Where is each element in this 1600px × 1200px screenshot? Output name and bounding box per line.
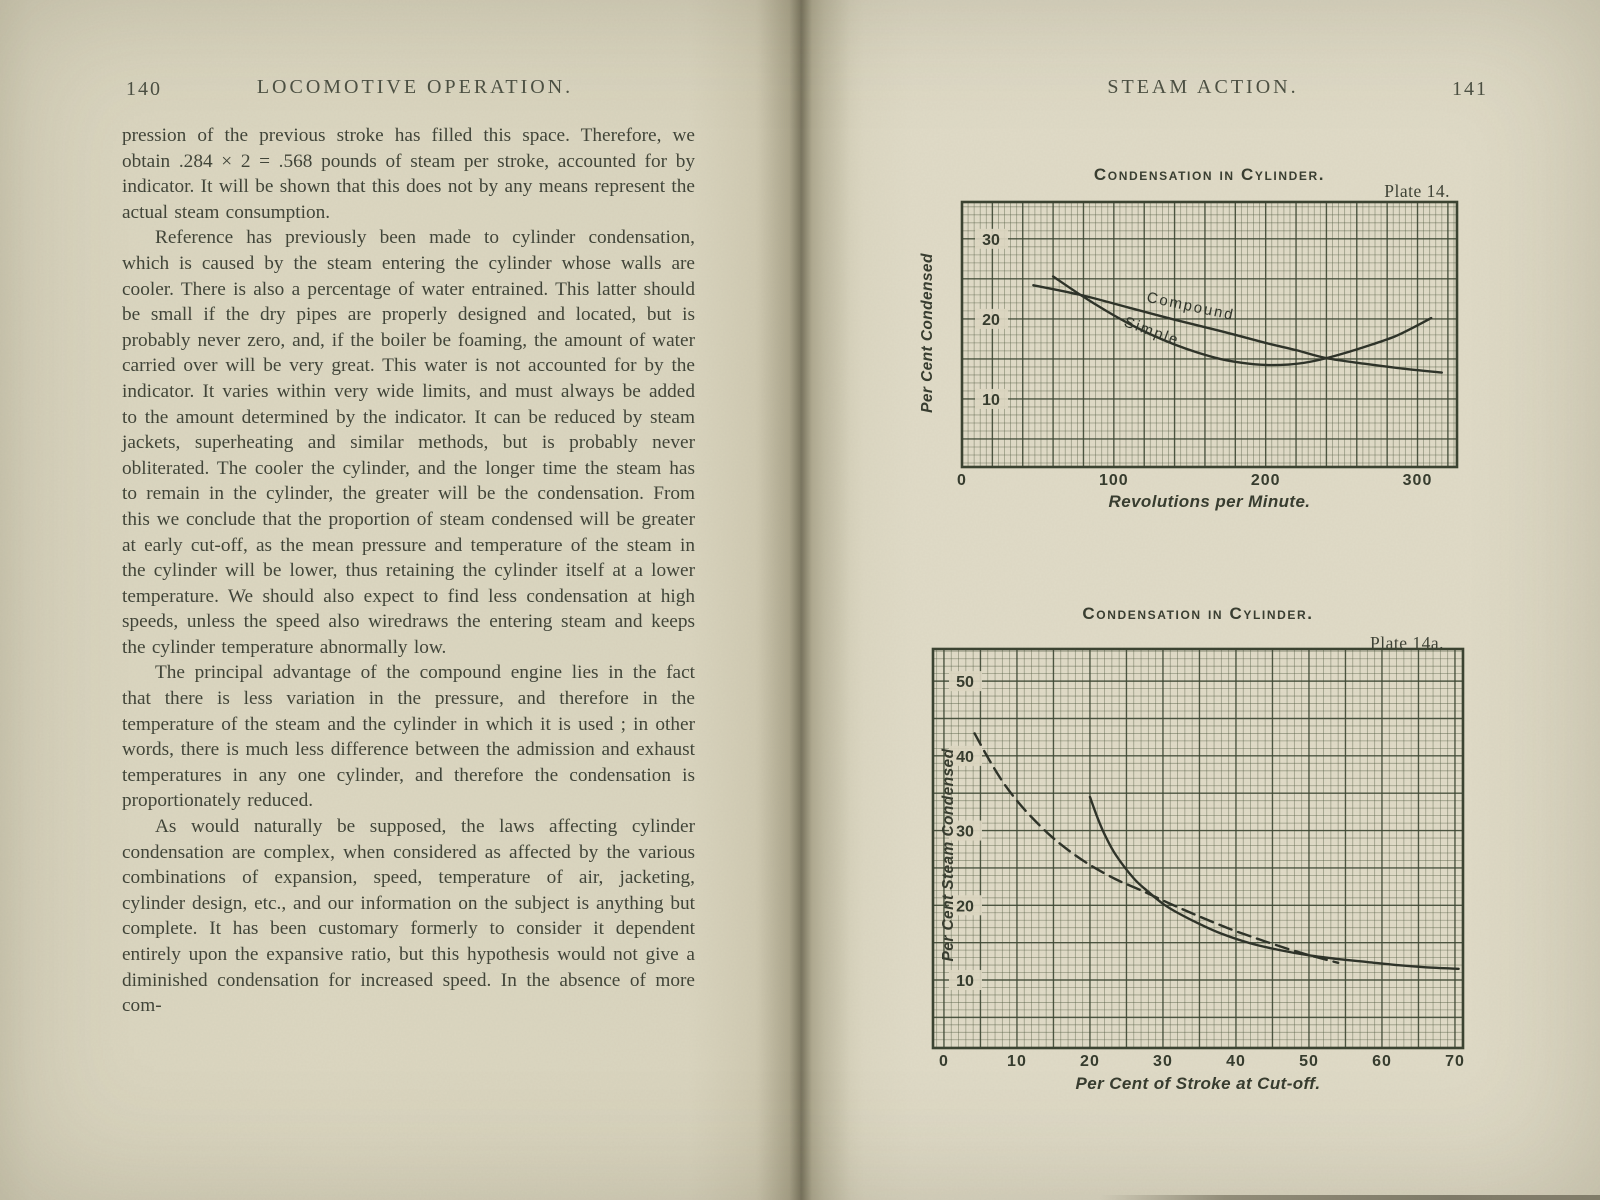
chart2-x-axis-label: Per Cent of Stroke at Cut-off. bbox=[1075, 1074, 1321, 1093]
paragraph: Reference has previously been made to cy… bbox=[122, 227, 695, 658]
svg-text:0: 0 bbox=[939, 1053, 949, 1070]
paragraph: As would naturally be supposed, the laws… bbox=[122, 816, 695, 1017]
paragraph: The principal advantage of the compound … bbox=[122, 662, 695, 812]
svg-text:40: 40 bbox=[1226, 1053, 1246, 1070]
page-number-right: 141 bbox=[1452, 78, 1488, 100]
chart1-x-axis-label: Revolutions per Minute. bbox=[1108, 492, 1311, 511]
svg-text:0: 0 bbox=[957, 472, 967, 489]
chart2-y-axis-label: Per Cent Steam Condensed bbox=[940, 748, 957, 962]
running-title-right: STEAM ACTION. bbox=[1107, 76, 1299, 98]
svg-text:40: 40 bbox=[956, 749, 974, 766]
chart1-plate-label: Plate 14. bbox=[1384, 181, 1450, 201]
svg-text:10: 10 bbox=[982, 392, 1000, 409]
svg-text:60: 60 bbox=[1372, 1053, 1392, 1070]
svg-text:300: 300 bbox=[1403, 472, 1433, 489]
svg-text:70: 70 bbox=[1445, 1053, 1465, 1070]
svg-text:20: 20 bbox=[1080, 1053, 1100, 1070]
paragraph: pression of the previous stroke has fill… bbox=[122, 125, 695, 223]
svg-text:30: 30 bbox=[982, 232, 1000, 249]
svg-text:50: 50 bbox=[956, 674, 974, 691]
svg-text:10: 10 bbox=[1007, 1053, 1027, 1070]
svg-text:200: 200 bbox=[1251, 472, 1281, 489]
svg-text:30: 30 bbox=[1153, 1053, 1173, 1070]
svg-text:10: 10 bbox=[956, 973, 974, 990]
running-title-left: LOCOMOTIVE OPERATION. bbox=[256, 76, 574, 98]
chart1-y-axis-label: Per Cent Condensed bbox=[919, 253, 936, 413]
svg-text:20: 20 bbox=[956, 898, 974, 915]
svg-text:30: 30 bbox=[956, 824, 974, 841]
svg-text:20: 20 bbox=[982, 312, 1000, 329]
chart2-title: Condensation in Cylinder. bbox=[1082, 604, 1314, 623]
book-gutter bbox=[755, 0, 850, 1200]
body-text: pression of the previous stroke has fill… bbox=[122, 123, 695, 1019]
svg-text:100: 100 bbox=[1099, 472, 1129, 489]
svg-text:50: 50 bbox=[1299, 1053, 1319, 1070]
plate-14a-chart: 50 40 30 20 10 0 10 20 30 40 50 60 70 bbox=[931, 647, 1465, 1070]
